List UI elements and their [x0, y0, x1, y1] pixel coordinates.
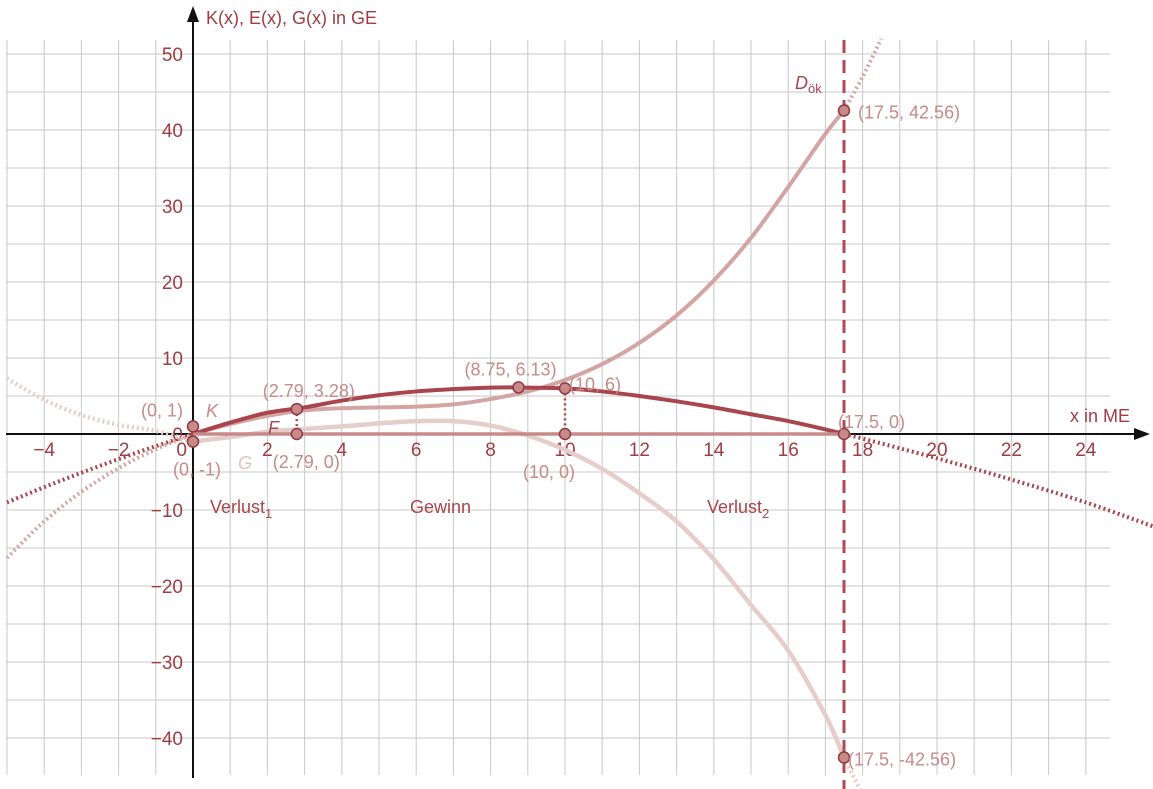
data-point [837, 427, 851, 441]
y-tick-label: 30 [162, 197, 183, 218]
region-3-sub: 2 [762, 506, 769, 521]
x-tick-label: 4 [337, 440, 348, 461]
region-label-verlust-1: Verlust1 [210, 497, 272, 521]
points [186, 104, 851, 764]
x-tick-label: 24 [1075, 440, 1097, 461]
data-point [186, 435, 200, 448]
x-tick-label: 12 [629, 440, 650, 461]
y-tick-label: 50 [162, 45, 183, 66]
series-E-dotted-left [6, 432, 194, 505]
data-point [837, 104, 851, 117]
point-label: (17.5, 0) [838, 412, 905, 432]
y-tick-label: 10 [162, 349, 183, 370]
point-label: (0, -1) [173, 460, 221, 480]
vertical-line-label: Dök [795, 73, 822, 96]
x-tick-label: 22 [1001, 440, 1022, 461]
data-point [558, 427, 572, 441]
vertical-line-label-main: D [795, 73, 808, 93]
y-axis-label: K(x), E(x), G(x) in GE [206, 8, 377, 28]
data-point [186, 420, 200, 433]
y-tick-label: −30 [151, 653, 183, 674]
x-axis-arrow [1134, 428, 1150, 440]
point-label-f: F [268, 418, 280, 438]
x-tick-label: 18 [852, 440, 873, 461]
point-label: (10, 6) [569, 374, 621, 394]
y-tick-label: −20 [151, 577, 183, 598]
point-label: (2.79, 0) [273, 452, 340, 472]
y-axis-arrow [187, 6, 199, 22]
series-G-dotted-right [841, 756, 863, 789]
curve-label-g: G [238, 453, 252, 473]
x-tick-label: 8 [485, 440, 496, 461]
x-tick-label: 16 [778, 440, 799, 461]
x-tick-label: −4 [33, 440, 55, 461]
point-label: (17.5, 42.56) [858, 103, 960, 123]
region-label-gewinn: Gewinn [410, 497, 471, 517]
point-label: (10, 0) [523, 462, 575, 482]
point-label: (2.79, 3.28) [263, 381, 355, 401]
series-E-dotted-right [843, 432, 1153, 529]
region-label-verlust-2: Verlust2 [707, 497, 769, 521]
y-tick-label: 20 [162, 273, 183, 294]
point-label: (8.75, 6.13) [465, 359, 557, 379]
data-point [558, 382, 572, 395]
point-label: (17.5, -42.56) [848, 749, 956, 769]
data-point [837, 751, 851, 764]
region-3-main: Verlust [707, 497, 762, 517]
data-point [512, 381, 525, 394]
point-label: (0, 1) [141, 400, 183, 420]
vertical-line-label-sub: ök [808, 81, 822, 96]
x-tick-label: 14 [703, 440, 725, 461]
x-axis-label: x in ME [1070, 406, 1130, 426]
data-point [290, 427, 304, 441]
region-1-main: Verlust [210, 497, 265, 517]
y-tick-label: 40 [162, 121, 183, 142]
series-K-dotted-right [842, 37, 883, 112]
data-point [290, 402, 304, 416]
y-tick-label: −10 [151, 501, 183, 522]
x-tick-label: 0 [176, 440, 187, 461]
curve-label-k: K [206, 401, 219, 421]
x-tick-label: 6 [411, 440, 422, 461]
series-K-line [191, 108, 846, 436]
region-1-sub: 1 [265, 506, 272, 521]
labels: (0, 1) (0, -1) (2.79, 3.28) (2.79, 0) (8.75,… [141, 103, 960, 770]
y-tick-label: −40 [151, 729, 183, 750]
x-tick-label: 2 [262, 440, 273, 461]
